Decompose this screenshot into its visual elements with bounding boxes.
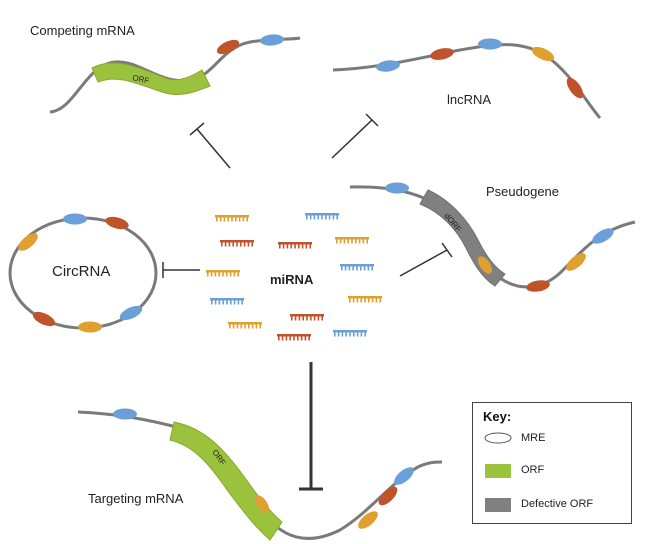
inhibit-to-competing-mrna (189, 122, 231, 169)
competing-orf-block (91, 62, 211, 95)
pseudogene-label: Pseudogene (486, 184, 560, 199)
lncrna-strand (332, 38, 602, 119)
mirna-duplex-icon (333, 330, 367, 337)
lncrna-mre-orange (531, 46, 555, 62)
targeting-mre-blue-1 (113, 408, 137, 420)
defective-orf-swatch-icon (485, 498, 511, 512)
mirna-duplex-icon (215, 215, 249, 222)
lncrna-label: lncRNA (447, 92, 492, 107)
circ-mre-3 (18, 233, 38, 251)
pseudogene-mre-orange (566, 253, 586, 271)
mirna-duplex-icon (305, 213, 339, 220)
key-title: Key: (483, 409, 512, 424)
mirna-duplex-icon (206, 270, 240, 277)
competing-mrna-strand: ORF (49, 34, 301, 114)
lncrna-mre-red-2 (566, 77, 584, 99)
pseudogene-mre-red (526, 280, 550, 292)
mirna-duplex-icon (228, 322, 262, 329)
key-label-mre: MRE (521, 432, 546, 444)
competing-mre-blue (260, 34, 284, 46)
mirna-duplex-icon (278, 242, 312, 249)
circ-mre-6 (119, 305, 143, 321)
inhibit-to-lncrna (331, 113, 379, 159)
targeting-mre-blue-2 (394, 467, 414, 485)
inhibit-to-pseudogene (399, 242, 453, 277)
mirna-duplex-icon (340, 264, 374, 271)
mre-ellipse-icon (484, 432, 512, 444)
circ-mre-5 (78, 321, 102, 333)
mirna-label: miRNA (270, 272, 314, 287)
targeting-orf-block (169, 421, 283, 541)
circ-mre-4 (32, 311, 56, 327)
targeting-mre-in-orf (254, 495, 270, 513)
competing-mrna-label: Competing mRNA (30, 23, 135, 38)
targeting-mrna-strand: ORF (77, 408, 443, 541)
key-label-defective-orf: Defective ORF (521, 498, 594, 510)
orf-swatch-icon (485, 464, 511, 478)
mirna-cluster (206, 213, 382, 341)
circrna-label: CircRNA (52, 263, 111, 280)
pseudogene-strand: dORF (349, 182, 636, 292)
mirna-duplex-icon (277, 334, 311, 341)
inhibition-lines (162, 113, 453, 491)
lncrna-mre-blue-1 (376, 60, 400, 72)
targeting-mrna-label: Targeting mRNA (88, 491, 184, 506)
pseudogene-mre-in-dorf (477, 256, 493, 274)
mirna-duplex-icon (348, 296, 382, 303)
lncrna-mre-blue-2 (478, 38, 502, 50)
mirna-duplex-icon (210, 298, 244, 305)
mirna-duplex-icon (290, 314, 324, 321)
circ-mre-1 (63, 213, 87, 225)
targeting-mre-orange (358, 511, 378, 529)
inhibit-to-circrna (162, 262, 200, 278)
competing-mre-red (216, 39, 240, 55)
lncrna-mre-red-1 (430, 48, 454, 60)
legend-key: Key: MRE ORF Defective ORF (472, 402, 632, 524)
key-label-orf: ORF (521, 464, 545, 476)
pseudogene-mre-blue-2 (592, 228, 614, 244)
competing-orf-label: ORF (132, 73, 150, 85)
targeting-mre-red (378, 486, 398, 506)
mirna-duplex-icon (220, 240, 254, 247)
inhibit-to-targeting-mrna (299, 362, 323, 491)
circrna-ring (8, 213, 158, 333)
pseudogene-mre-blue-1 (385, 182, 409, 194)
pseudogene-defective-orf-block (419, 189, 506, 287)
mirna-duplex-icon (335, 237, 369, 244)
circ-mre-2 (105, 216, 129, 230)
